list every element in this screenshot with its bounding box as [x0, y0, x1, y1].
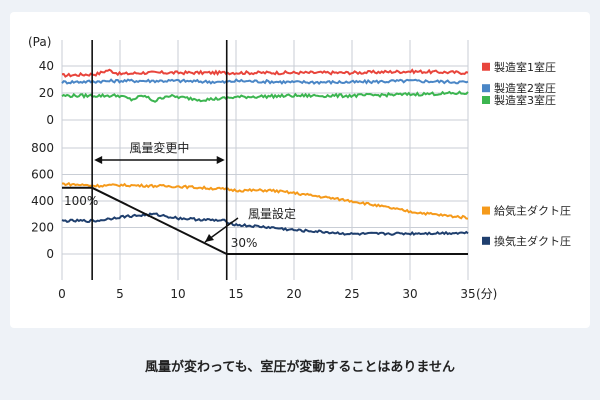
legend-swatch — [482, 62, 490, 71]
change-period-arrowhead-left — [94, 156, 103, 164]
legend-label: 換気主ダクト圧 — [494, 234, 571, 248]
legend-swatch — [482, 84, 490, 93]
x-tick-label: 20 — [286, 287, 301, 301]
y-unit-label: (Pa) — [28, 35, 51, 49]
legend-label: 給気主ダクト圧 — [494, 204, 571, 218]
setting-label: 風量設定 — [248, 206, 296, 221]
pressure-tick-label: 0 — [46, 113, 54, 127]
series-line-4 — [62, 181, 469, 220]
setting-arrowhead — [205, 234, 214, 242]
x-tick-label: 10 — [170, 287, 185, 301]
series-lines — [61, 68, 469, 236]
legend-label: 製造室2室圧 — [494, 81, 556, 95]
legend-swatch — [482, 96, 490, 104]
airflow-tick-label: 800 — [31, 141, 54, 155]
chart: 0 5 10 15 20 25 30 35 (分)020400200400600800(Pa) … — [28, 35, 571, 301]
legend-swatch — [482, 206, 490, 215]
x-tick-label: 15 — [228, 287, 243, 301]
x-tick-label: 25 — [344, 287, 359, 301]
pressure-tick-label: 40 — [39, 59, 54, 73]
legend-swatch — [482, 236, 490, 245]
legend-label: 製造室1室圧 — [494, 60, 556, 74]
caption: 風量が変わっても、室圧が変動することはありません — [145, 360, 455, 375]
legend-label: 製造室3室圧 — [494, 93, 556, 107]
series-line-5 — [61, 212, 469, 236]
pressure-tick-label: 20 — [39, 86, 54, 100]
change-period-label: 風量変更中 — [129, 140, 189, 155]
airflow-setting-line — [62, 186, 468, 255]
series-line-1 — [61, 68, 469, 78]
change-period-arrowhead-right — [216, 156, 225, 164]
x-unit-label: (分) — [476, 287, 497, 301]
chart-card: 0 5 10 15 20 25 30 35 (分) 0 20 40 0 200 400 600 800 (Pa) … — [10, 12, 590, 328]
setting-start-label: 100% — [64, 194, 98, 208]
airflow-tick-label: 600 — [31, 168, 54, 182]
x-tick-label: 35 — [460, 287, 475, 301]
series-line-3 — [61, 90, 469, 103]
airflow-tick-label: 200 — [31, 221, 54, 235]
airflow-tick-label: 0 — [46, 247, 54, 261]
x-tick-label: 0 — [58, 287, 66, 301]
setting-end-label: 30% — [231, 236, 258, 250]
airflow-tick-label: 400 — [31, 194, 54, 208]
series-line-2 — [61, 78, 469, 86]
annotations: 100% 30% 風量設定 風量変更中 — [62, 40, 468, 280]
x-tick-label: 5 — [116, 287, 124, 301]
x-tick-label: 30 — [402, 287, 417, 301]
